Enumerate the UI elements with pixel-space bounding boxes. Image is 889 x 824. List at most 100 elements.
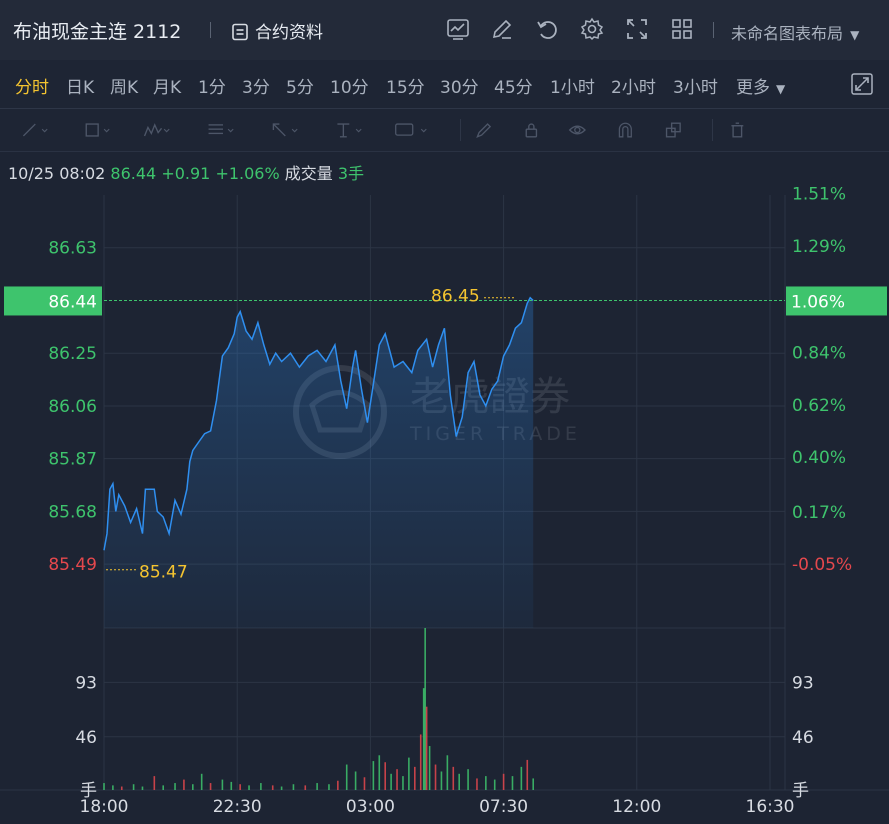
period-tab[interactable]: 2小时 xyxy=(611,78,656,98)
period-tab[interactable]: 1小时 xyxy=(550,78,595,98)
period-tabs: 分时 日K 周K 月K 1分 3分 5分 10分 15分 30分 45分 1小时 2小时 3小时 更多 ▼ xyxy=(0,60,889,109)
volume-bar xyxy=(132,784,135,790)
price-series xyxy=(103,296,534,628)
volume-bar xyxy=(408,757,410,790)
period-tab[interactable]: 周K xyxy=(110,78,139,98)
period-tab[interactable]: 更多 ▼ xyxy=(736,78,786,98)
pattern-tool-icon[interactable] xyxy=(142,119,176,141)
volume-bar xyxy=(328,784,330,790)
period-tab[interactable]: 5分 xyxy=(286,78,314,98)
divider xyxy=(712,119,713,141)
volume-bar xyxy=(304,785,307,790)
current-price-badge xyxy=(4,286,102,316)
lock-icon[interactable] xyxy=(522,119,556,141)
period-tab[interactable]: 45分 xyxy=(494,78,533,98)
volume-bar xyxy=(425,706,428,790)
grid-layout-icon[interactable] xyxy=(670,17,694,41)
volume-bar xyxy=(120,786,123,790)
volume-bar xyxy=(103,783,105,790)
pct-tick-label: -0.05% xyxy=(792,555,852,575)
volume-bar xyxy=(112,785,114,790)
volume-bar xyxy=(446,755,449,790)
volume-bar xyxy=(458,773,460,790)
period-tab[interactable]: 日K xyxy=(66,78,95,98)
volume-bar xyxy=(434,764,437,790)
arrow-tool-icon[interactable] xyxy=(270,119,304,141)
fullscreen-icon[interactable] xyxy=(625,17,649,41)
expand-icon[interactable] xyxy=(850,72,874,96)
period-tab[interactable]: 3分 xyxy=(242,78,270,98)
pct-tick-label: 1.51% xyxy=(792,185,846,205)
volume-bar xyxy=(280,786,283,790)
line-tool-icon[interactable] xyxy=(20,119,54,141)
volume-bar xyxy=(153,776,156,790)
volume-bars xyxy=(103,628,534,790)
layers-icon[interactable] xyxy=(664,119,698,141)
volume-bar xyxy=(260,783,262,790)
volume-bar xyxy=(192,784,194,790)
period-tab[interactable]: 10分 xyxy=(330,78,369,98)
price-area xyxy=(104,297,534,628)
volume-tick-label: 手 xyxy=(792,781,809,801)
contract-info-button[interactable]: 合约资料 xyxy=(231,18,323,43)
volume-tick-label: 46 xyxy=(75,728,97,748)
brush-icon[interactable] xyxy=(474,119,508,141)
pct-tick-label: 0.40% xyxy=(792,448,846,468)
volume-bar xyxy=(209,783,212,790)
volume-bar xyxy=(532,778,534,790)
period-tab[interactable]: 月K xyxy=(153,78,182,98)
volume-bar xyxy=(476,778,478,790)
divider xyxy=(210,22,211,38)
price-label-tool-icon[interactable] xyxy=(394,119,428,141)
volume-bar xyxy=(248,785,250,790)
settings-icon[interactable] xyxy=(580,17,604,41)
text-tool-icon[interactable] xyxy=(334,119,368,141)
volume-value: 3手 xyxy=(337,164,365,183)
magnet-icon[interactable] xyxy=(616,119,650,141)
intraday-chart[interactable]: 老虎證券 TIGER TRADE 18:0022:3003:0007:3012:… xyxy=(0,185,889,824)
volume-bar xyxy=(485,776,487,790)
volume-bar xyxy=(230,781,233,790)
instrument-title: 布油现金主连 2112 xyxy=(13,21,182,43)
volume-bar xyxy=(452,766,455,790)
volume-bar xyxy=(384,762,386,790)
volume-bar xyxy=(239,784,241,790)
contract-info-label: 合约资料 xyxy=(255,23,323,43)
high-label: 86.45 xyxy=(431,287,480,307)
indicator-icon[interactable] xyxy=(446,17,470,41)
drawing-toolbar xyxy=(0,109,889,152)
layout-dropdown[interactable]: 未命名图表布局 ▼ xyxy=(731,20,859,44)
volume-label: 成交量 xyxy=(284,164,333,183)
volume-bar xyxy=(337,780,339,790)
fib-tool-icon[interactable] xyxy=(206,119,240,141)
layout-label: 未命名图表布局 xyxy=(731,24,844,43)
x-tick-label: 22:30 xyxy=(213,797,262,817)
period-tab[interactable]: 15分 xyxy=(386,78,425,98)
rectangle-tool-icon[interactable] xyxy=(82,119,116,141)
period-tab[interactable]: 1分 xyxy=(198,78,226,98)
x-tick-label: 18:00 xyxy=(80,797,129,817)
volume-bar xyxy=(390,773,392,790)
price-line xyxy=(103,296,534,551)
period-tab[interactable]: 分时 xyxy=(15,78,49,98)
divider xyxy=(460,119,461,141)
trash-icon[interactable] xyxy=(728,119,762,141)
price-tick-label: 85.49 xyxy=(48,555,97,575)
period-tab[interactable]: 30分 xyxy=(440,78,479,98)
pct-tick-label: 0.84% xyxy=(792,344,846,364)
volume-bar xyxy=(424,628,426,790)
volume-bar xyxy=(363,777,366,790)
volume-bar xyxy=(183,779,185,790)
quote-info: 10/25 08:02 86.44 +0.91 +1.06% 成交量 3手 xyxy=(8,160,364,184)
draw-edit-icon[interactable] xyxy=(490,17,514,41)
quote-time: 10/25 08:02 xyxy=(8,164,106,183)
volume-bar xyxy=(493,779,496,790)
volume-bar xyxy=(316,783,318,790)
eye-icon[interactable] xyxy=(568,119,602,141)
document-icon xyxy=(232,23,248,41)
volume-bar xyxy=(511,776,514,790)
period-tab[interactable]: 3小时 xyxy=(673,78,718,98)
undo-icon[interactable] xyxy=(535,17,559,41)
price-tick-label: 85.68 xyxy=(48,502,97,522)
pct-tick-label: 0.62% xyxy=(792,396,846,416)
